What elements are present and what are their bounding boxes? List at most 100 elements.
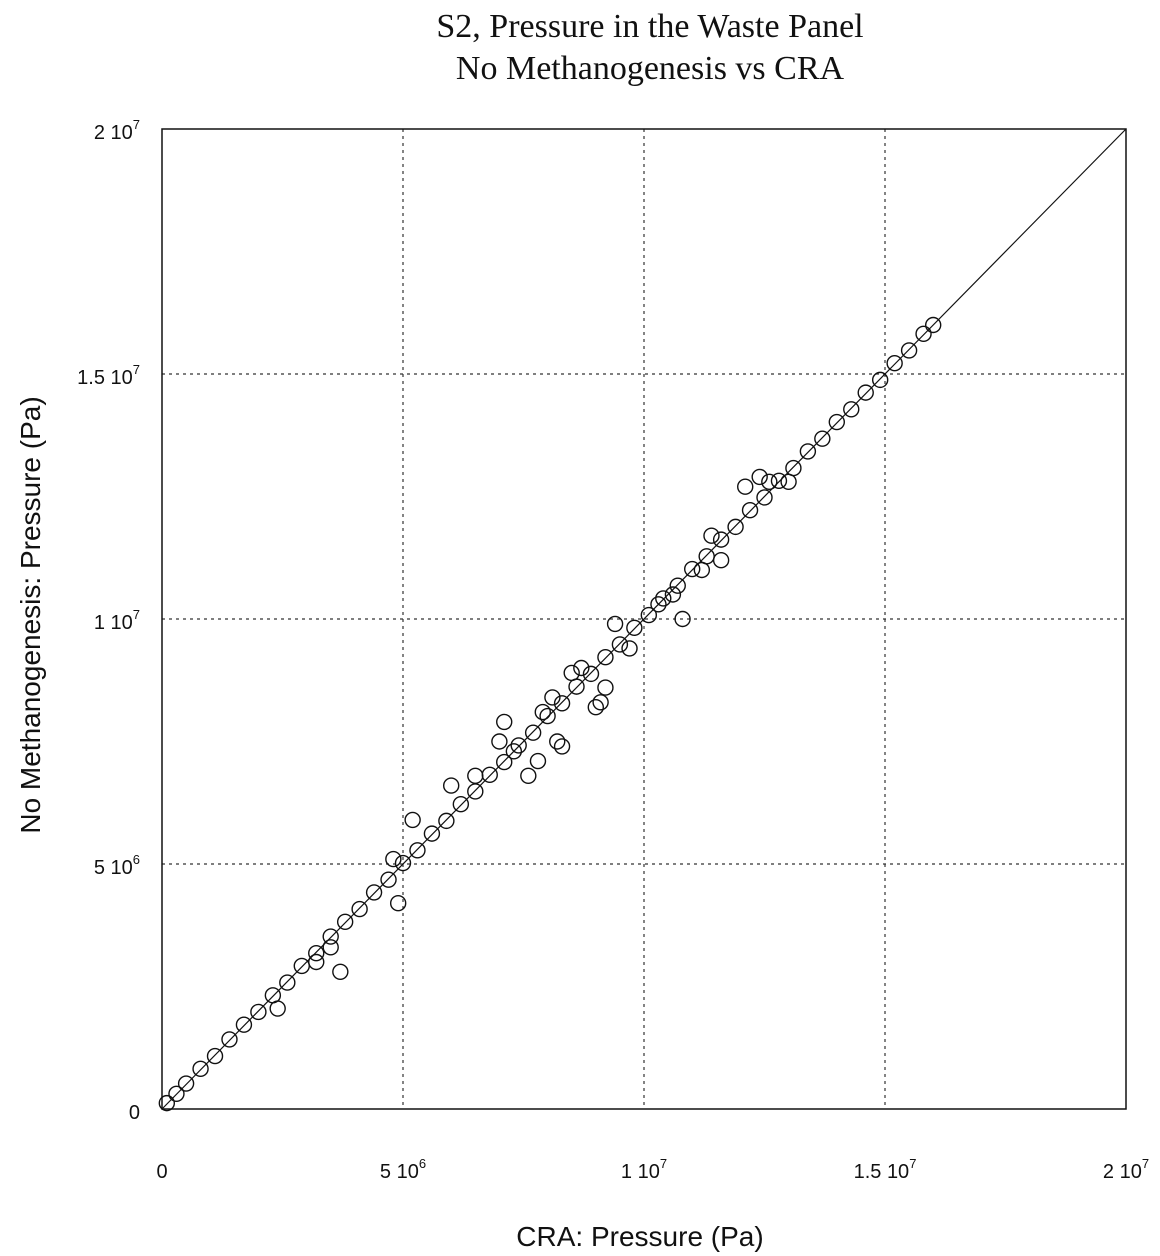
data-point: [751, 468, 768, 486]
data-point: [235, 1016, 253, 1033]
data-point: [626, 619, 643, 637]
data-point: [737, 478, 754, 495]
data-point: [597, 649, 614, 666]
data-point: [510, 737, 527, 754]
data-point: [684, 560, 701, 578]
data-point: [206, 1047, 224, 1065]
data-point: [857, 384, 874, 401]
x-tick-label: 1.5 107: [854, 1156, 917, 1183]
data-point: [799, 443, 817, 460]
data-point: [640, 606, 658, 624]
data-point: [592, 694, 609, 711]
data-point: [389, 895, 407, 912]
data-point: [158, 1094, 176, 1112]
data-point: [332, 963, 349, 980]
data-point: [529, 752, 547, 770]
data-point: [770, 472, 788, 490]
data-point: [385, 850, 402, 868]
data-point: [756, 489, 773, 506]
data-point: [741, 502, 759, 519]
data-point: [438, 812, 455, 830]
data-point: [322, 928, 339, 945]
data-point: [322, 939, 339, 956]
y-tick-labels: 0 5 106 1 107 1.5 107 2 107: [77, 117, 140, 1124]
y-tick-label: 1.5 107: [77, 362, 140, 389]
data-point: [496, 753, 513, 771]
data-point: [761, 473, 778, 490]
data-point: [871, 371, 889, 389]
data-point: [481, 766, 498, 784]
data-point: [539, 707, 556, 725]
y-tick-label: 0: [129, 1102, 140, 1124]
data-point: [621, 640, 638, 657]
data-point: [900, 342, 918, 359]
data-point: [279, 974, 296, 991]
data-point: [655, 590, 672, 607]
data-point: [409, 842, 426, 859]
data-point: [308, 953, 325, 971]
data-point: [925, 316, 942, 334]
data-point: [814, 430, 831, 447]
data-point: [843, 401, 860, 418]
data-point: [221, 1031, 238, 1048]
reference-line-group: [161, 128, 1127, 1110]
plot-frame: [161, 128, 1127, 1110]
data-point: [250, 1003, 267, 1021]
data-point: [423, 825, 441, 842]
data-point: [703, 527, 720, 544]
data-point: [293, 957, 310, 975]
data-point: [351, 900, 368, 918]
data-point: [168, 1085, 185, 1103]
x-axis-label: CRA: Pressure (Pa): [516, 1221, 763, 1252]
data-point: [828, 413, 845, 431]
reference-line: [161, 128, 1127, 1110]
data-point: [582, 665, 600, 683]
data-point: [664, 586, 682, 603]
data-point: [177, 1075, 195, 1092]
data-point: [915, 325, 932, 343]
data-point: [568, 678, 585, 695]
data-point: [785, 459, 802, 477]
data-point: [780, 473, 797, 490]
data-point: [549, 733, 566, 750]
x-tick-label: 2 107: [1103, 1156, 1149, 1183]
data-point: [467, 767, 484, 784]
data-point: [336, 913, 354, 931]
x-tick-label: 1 107: [621, 1156, 667, 1183]
data-point: [404, 811, 421, 829]
data-point: [380, 871, 397, 888]
data-point: [727, 518, 744, 536]
data-point: [394, 854, 412, 872]
data-point: [505, 743, 523, 760]
data-point: [553, 695, 571, 712]
data-point: [712, 552, 730, 569]
data-point: [669, 577, 686, 594]
data-points: [158, 316, 942, 1112]
data-point: [365, 884, 383, 901]
data-point: [524, 724, 542, 741]
x-tick-label: 5 106: [380, 1156, 426, 1183]
data-point: [496, 713, 513, 731]
data-point: [563, 664, 580, 682]
data-point: [597, 679, 614, 696]
data-point: [553, 738, 571, 755]
chart-subtitle: No Methanogenesis vs CRA: [455, 50, 845, 87]
x-tick-labels: 0 5 106 1 107 1.5 107 2 107: [156, 1156, 1149, 1183]
data-point: [544, 689, 561, 706]
data-point: [443, 777, 460, 794]
y-tick-label: 1 107: [94, 607, 140, 634]
y-tick-label: 5 106: [94, 852, 140, 879]
data-point: [587, 699, 604, 716]
data-point: [452, 796, 470, 813]
y-axis-label: No Methanogenesis: Pressure (Pa): [15, 396, 46, 833]
data-point: [467, 783, 484, 800]
x-tick-label: 0: [156, 1161, 167, 1183]
data-point: [308, 944, 325, 962]
y-tick-label: 2 107: [94, 117, 140, 144]
data-point: [606, 615, 624, 633]
data-point: [712, 531, 730, 548]
data-point: [698, 548, 715, 565]
data-point: [886, 355, 903, 372]
data-point: [534, 703, 551, 721]
